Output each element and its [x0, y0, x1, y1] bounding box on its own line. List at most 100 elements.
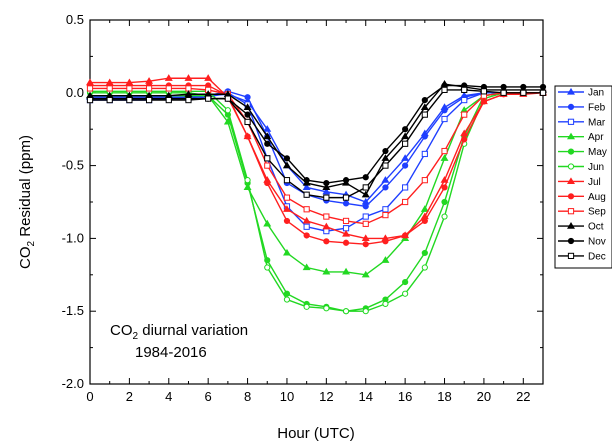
y-axis-title-main: CO [17, 246, 34, 269]
legend-label: Feb [588, 102, 606, 113]
y-axis-title-sub: 2 [26, 240, 37, 246]
data-point [402, 140, 409, 147]
legend-label: Sep [588, 207, 606, 218]
legend-label: Jan [588, 88, 604, 99]
data-point [461, 86, 468, 93]
data-point [402, 126, 409, 133]
data-point [421, 111, 428, 118]
data-point [244, 133, 251, 140]
data-point [263, 219, 272, 227]
data-point [283, 290, 291, 297]
data-point [361, 190, 370, 198]
annotation-line1-sub: 2 [133, 331, 139, 342]
data-point [303, 232, 310, 239]
x-tick-label: 2 [126, 389, 133, 404]
y-tick-label: -2.0 [62, 376, 84, 391]
legend-box [554, 85, 612, 269]
data-point [381, 176, 390, 183]
data-point [322, 187, 331, 195]
data-point [382, 147, 389, 155]
data-point [322, 222, 331, 230]
data-point [185, 96, 192, 104]
data-point [263, 132, 272, 140]
data-point [303, 191, 310, 198]
data-point [441, 147, 448, 155]
data-point [244, 118, 251, 126]
legend-item-oct: Oct [558, 222, 604, 233]
x-tick-label: 18 [437, 389, 451, 404]
y-tick-label: 0.0 [66, 85, 84, 100]
legend-marker [567, 193, 575, 200]
legend-marker [567, 148, 575, 155]
data-point [362, 220, 369, 227]
legend: Jan Feb Mar Apr May Jun Jul Aug Sep Oct Nov Dec [554, 85, 612, 269]
data-point [441, 86, 448, 93]
data-point [224, 107, 231, 114]
data-point [303, 223, 310, 230]
data-point [382, 212, 389, 219]
data-point [243, 103, 252, 110]
legend-item-jan: Jan [558, 88, 604, 99]
legend-label: Jul [588, 177, 601, 188]
data-point [382, 300, 389, 308]
legend-marker [567, 163, 575, 170]
legend-item-apr: Apr [558, 132, 604, 143]
y-tick-label: -1.5 [62, 303, 84, 318]
legend-item-nov: Nov [558, 237, 606, 248]
data-point [302, 183, 311, 191]
data-point [461, 136, 468, 143]
data-point [264, 155, 271, 162]
legend-item-dec: Dec [558, 251, 606, 262]
series-layer [86, 74, 547, 315]
legend-marker [567, 222, 575, 229]
series-line-sep [90, 87, 543, 225]
data-point [282, 161, 291, 169]
data-point [342, 177, 350, 184]
legend-marker [567, 208, 575, 215]
data-point [382, 206, 389, 213]
data-point [520, 83, 527, 91]
legend-marker [567, 237, 575, 245]
data-point [283, 296, 291, 303]
data-point [302, 216, 311, 224]
data-point [145, 96, 153, 104]
legend-item-feb: Feb [558, 102, 606, 113]
data-point [441, 115, 448, 123]
data-point [184, 74, 193, 81]
x-tick-label: 12 [319, 389, 333, 404]
series-line-nov [90, 84, 543, 184]
data-point [224, 95, 231, 102]
legend-item-mar: Mar [558, 117, 606, 128]
axes: 0 2 4 6 8 10 12 14 16 18 20 22 0.5 0.0 -0.5 -1.0 -1.5 -2.… [62, 12, 544, 404]
data-point [421, 264, 428, 271]
data-point [283, 155, 291, 162]
series-line-dec [90, 89, 543, 199]
x-tick-label: 10 [280, 389, 294, 404]
data-point [440, 176, 449, 183]
data-point [264, 162, 271, 169]
data-point [126, 85, 133, 92]
data-point [283, 194, 291, 201]
data-point [402, 162, 409, 169]
series-line-may [90, 92, 543, 312]
data-point [402, 278, 409, 286]
x-tick-label: 4 [165, 389, 172, 404]
data-point [361, 270, 370, 278]
data-point [402, 184, 409, 191]
data-point [164, 74, 173, 81]
data-point [244, 111, 251, 118]
annotation-line1-rest: diurnal variation [138, 322, 248, 339]
series-line-aug [90, 84, 543, 245]
legend-item-may: May [558, 147, 607, 158]
data-point [421, 150, 428, 158]
x-tick-label: 6 [205, 389, 212, 404]
data-point [402, 290, 409, 297]
data-point [480, 88, 488, 95]
data-point [520, 89, 527, 96]
data-point [204, 74, 213, 81]
legend-item-jun: Jun [558, 162, 604, 173]
data-point [322, 183, 331, 191]
data-point [342, 194, 350, 201]
legend-label: Oct [588, 222, 604, 233]
data-point [205, 95, 212, 102]
